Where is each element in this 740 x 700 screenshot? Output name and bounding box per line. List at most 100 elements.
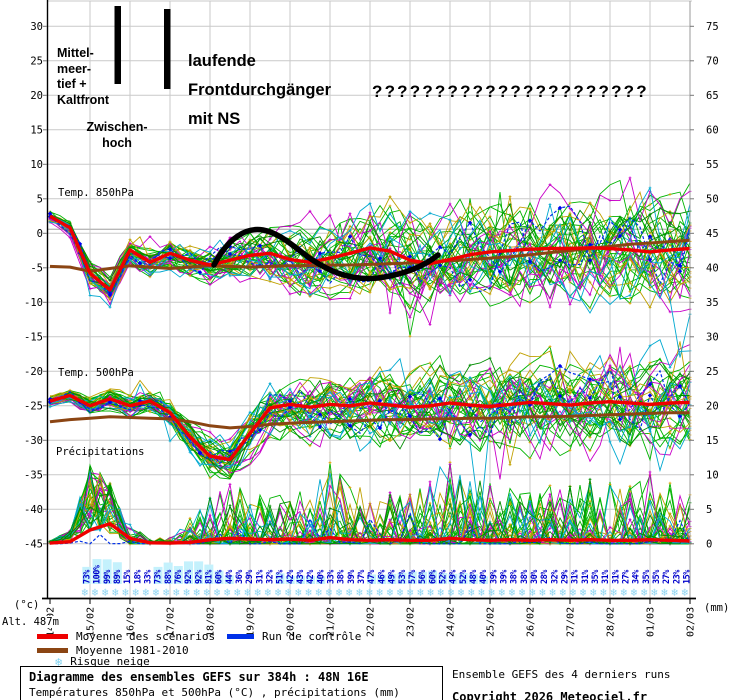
snowflake-glyph: ❄ <box>651 586 658 599</box>
snow-risk-pct: 89% <box>113 569 123 584</box>
x-axis-date-label: 17/02 <box>166 607 177 637</box>
ensemble-850 <box>47 176 692 358</box>
right-axis-tick: 70 <box>706 55 719 67</box>
left-axis-tick: -35 <box>24 469 43 481</box>
snow-risk-pct: 32% <box>266 569 276 584</box>
left-axis-tick: -30 <box>24 435 43 447</box>
snowflake-glyph: ❄ <box>183 586 190 599</box>
snow-risk-pct: 43% <box>296 569 306 584</box>
left-axis-unit: (°c) <box>14 599 40 611</box>
x-axis-date-label: 27/02 <box>566 607 577 637</box>
snowflake-glyph: ❄ <box>407 586 414 599</box>
snowflake-glyph: ❄ <box>244 586 251 599</box>
snow-risk-pct: 29% <box>560 569 570 584</box>
annotation-zwischenhoch: Zwischen- hoch <box>86 120 148 150</box>
snow-risk-pct: 52% <box>459 569 469 584</box>
right-axis-tick: 5 <box>706 504 712 516</box>
x-axis-date-label: 01/03 <box>646 607 657 637</box>
snow-risk-pct: 38% <box>337 569 347 584</box>
grid <box>47 0 692 598</box>
snow-risk-pct: 92% <box>194 569 204 584</box>
left-axis-tick: -25 <box>24 400 43 412</box>
snowflake-glyph: ❄ <box>661 586 668 599</box>
left-axis-tick: -5 <box>30 262 43 274</box>
snow-risk-pct: 35% <box>591 569 601 584</box>
snow-risk-pct: 31% <box>255 569 265 584</box>
snow-risk-pct: 56% <box>418 569 428 584</box>
x-axis-date-label: 23/02 <box>406 607 417 637</box>
snow-risk-pct: 31% <box>581 569 591 584</box>
hand-drawn-bar-1 <box>114 6 121 84</box>
left-axis-tick: -15 <box>24 331 43 343</box>
snowflake-glyph: ❄ <box>682 586 689 599</box>
snowflake-glyph: ❄ <box>498 586 505 599</box>
right-axis-tick: 65 <box>706 90 719 102</box>
legend-clim-label: Moyenne 1981-2010 <box>76 644 189 657</box>
control-line-swatch <box>227 634 254 639</box>
snowflake-glyph: ❄ <box>387 586 394 599</box>
snowflake-glyph: ❄ <box>590 586 597 599</box>
snow-risk-pct: 49% <box>388 569 398 584</box>
mean-lines <box>49 214 691 545</box>
left-axis-tick: 15 <box>30 124 43 136</box>
left-axis-tick: -45 <box>24 538 43 550</box>
snowflake-glyph: ❄ <box>376 586 383 599</box>
hand-annotations <box>114 6 441 282</box>
snow-risk-pct: 47% <box>367 569 377 584</box>
annotation-question-marks: ?????????????????????? <box>372 82 649 101</box>
snow-risk-pct: 88% <box>164 569 174 584</box>
snow-risk-pct: 73% <box>83 569 93 584</box>
snowflake-glyph: ❄ <box>620 586 627 599</box>
left-axis-tick: -40 <box>24 504 43 516</box>
snow-risk-pct: 81% <box>205 569 215 584</box>
right-axis-tick: 25 <box>706 366 719 378</box>
snowflake-glyph: ❄ <box>204 586 211 599</box>
snowflake-glyph: ❄ <box>122 586 129 599</box>
snowflake-glyph: ❄ <box>153 586 160 599</box>
diagram-title: Diagramme des ensembles GEFS sur 384h : … <box>29 670 369 684</box>
snow-risk-pct: 31% <box>601 569 611 584</box>
snowflake-glyph: ❄ <box>326 586 333 599</box>
x-axis-date-label: 16/02 <box>126 607 137 637</box>
snow-risk-pct: 76% <box>174 569 184 584</box>
left-axis-tick: -10 <box>24 297 43 309</box>
altitude-label: Alt. 487m <box>2 616 59 628</box>
left-axis-tick: 20 <box>30 90 43 102</box>
snowflake-glyph: ❄ <box>366 586 373 599</box>
x-axis-date-label: 20/02 <box>286 607 297 637</box>
snow-risk-pct: 40% <box>479 569 489 584</box>
annotation-frontdurchgaenger: laufende Frontdurchgänger mit NS <box>188 52 331 128</box>
snow-risk-pct: 38% <box>510 569 520 584</box>
snow-risk-pct: 31% <box>611 569 621 584</box>
snow-risk-pct: 27% <box>621 569 631 584</box>
left-axis-tick: 5 <box>37 193 43 205</box>
snowflake-glyph: ❄ <box>305 586 312 599</box>
snowflake-glyph: ❄ <box>559 586 566 599</box>
runs-info: Ensemble GEFS des 4 derniers runs <box>452 668 671 681</box>
snowflake-glyph: ❄ <box>509 586 516 599</box>
legend-mean-label: Moyenne des scénarios <box>76 630 216 643</box>
snowflake-glyph: ❄ <box>224 586 231 599</box>
snow-risk-pct: 42% <box>286 569 296 584</box>
snow-risk-pct: 44% <box>225 569 235 584</box>
snowflake-glyph: ❄ <box>346 586 353 599</box>
snowflake-glyph: ❄ <box>102 586 109 599</box>
snow-risk-pct: 27% <box>662 569 672 584</box>
snowflake-glyph: ❄ <box>285 586 292 599</box>
snow-risk-pct: 30% <box>530 569 540 584</box>
copyright: Copyright 2026 Meteociel.fr <box>452 690 648 700</box>
snow-risk-pct: 49% <box>449 569 459 584</box>
snowflake-glyph: ❄ <box>397 586 404 599</box>
right-axis-tick: 75 <box>706 21 719 33</box>
snow-risk-pct: 15% <box>683 569 693 584</box>
snow-risk-pct: 36% <box>235 569 245 584</box>
snowflake-glyph: ❄ <box>265 586 272 599</box>
snowflake-glyph: ❄ <box>254 586 261 599</box>
snowflake-glyph: ❄ <box>488 586 495 599</box>
snowflake-glyph: ❄ <box>631 586 638 599</box>
snowflake-glyph: ❄ <box>356 586 363 599</box>
snowflake-glyph: ❄ <box>468 586 475 599</box>
snowflake-glyph: ❄ <box>336 586 343 599</box>
snow-risk-pct: 18% <box>133 569 143 584</box>
